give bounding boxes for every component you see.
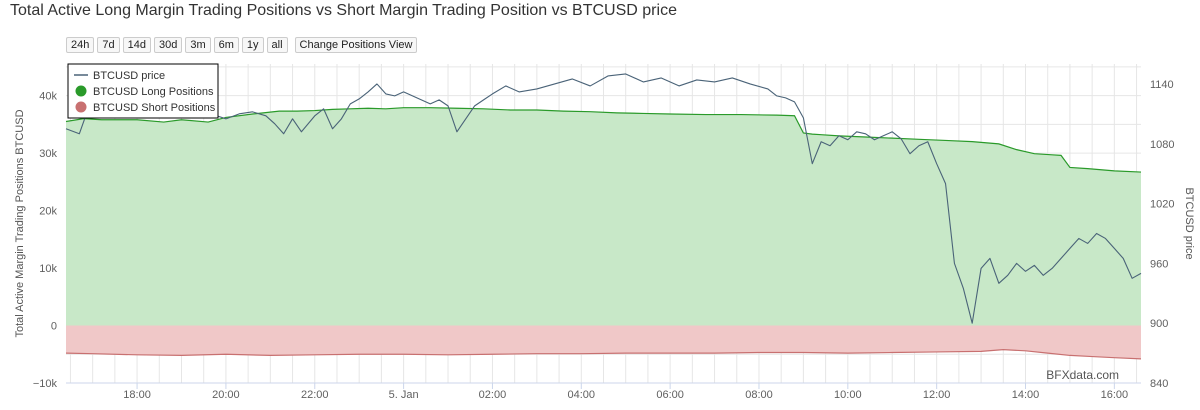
range-button-30d[interactable]: 30d: [153, 37, 183, 53]
y-right-axis-title: BTCUSD price: [1183, 187, 1195, 259]
legend-label: BTCUSD Short Positions: [93, 102, 216, 114]
axis-layer: 18:00 20:00 22:00 5. Jan 02:00 04:00 06:00 08:0…: [14, 79, 1195, 401]
x-tick-label: 06:00: [656, 389, 684, 401]
x-tick-label: 5. Jan: [389, 389, 419, 401]
x-tick-label: 12:00: [923, 389, 951, 401]
y-left-tick-label: −10k: [33, 378, 58, 390]
range-button-3m[interactable]: 3m: [185, 37, 211, 53]
series-layer: [65, 73, 1142, 360]
range-button-7d[interactable]: 7d: [97, 37, 120, 53]
legend[interactable]: BTCUSD price BTCUSD Long Positions BTCUSD …: [67, 63, 219, 119]
y-left-tick-label: 20k: [39, 206, 57, 218]
short-positions-line: [65, 349, 1142, 360]
x-tick-label: 10:00: [834, 389, 862, 401]
range-button-24h[interactable]: 24h: [66, 37, 95, 53]
legend-symbol-dot: [75, 85, 87, 97]
range-button-14d[interactable]: 14d: [122, 37, 151, 53]
y-right-tick-label: 1080: [1150, 139, 1174, 151]
y-left-tick-label: 10k: [39, 263, 57, 275]
x-tick-label: 22:00: [301, 389, 329, 401]
credit-text[interactable]: BFXdata.com: [1046, 368, 1119, 382]
x-tick-label: 16:00: [1101, 389, 1129, 401]
range-button-all[interactable]: all: [266, 37, 288, 53]
legend-item-btcusd-price[interactable]: BTCUSD price: [74, 70, 165, 82]
x-tick-label: 04:00: [568, 389, 596, 401]
x-tick-label: 20:00: [212, 389, 240, 401]
short-positions-area: [66, 325, 1141, 359]
x-tick-label: 18:00: [123, 389, 151, 401]
y-right-tick-label: 900: [1150, 318, 1168, 330]
y-left-axis-title: Total Active Margin Trading Positions BT…: [14, 109, 26, 337]
change-positions-view-button[interactable]: Change Positions View: [294, 37, 418, 53]
legend-item-short-positions[interactable]: BTCUSD Short Positions: [75, 101, 216, 115]
range-button-6m[interactable]: 6m: [213, 37, 239, 53]
legend-symbol-dot: [75, 101, 87, 113]
y-right-tick-label: 1020: [1150, 199, 1174, 211]
y-right-tick-label: 840: [1150, 378, 1168, 390]
range-button-1y[interactable]: 1y: [241, 37, 264, 53]
legend-label: BTCUSD Long Positions: [93, 86, 214, 98]
y-right-tick-label: 1140: [1150, 79, 1174, 91]
x-tick-label: 02:00: [479, 389, 507, 401]
x-tick-label: 08:00: [745, 389, 773, 401]
range-selector: 24h 7d 14d 30d 3m 6m 1y all Change Posit…: [66, 37, 418, 53]
legend-label: BTCUSD price: [93, 70, 165, 82]
legend-box: [67, 63, 219, 119]
y-left-tick-label: 40k: [39, 91, 57, 103]
long-positions-line: [65, 107, 1142, 173]
y-left-tick-label: 0: [51, 321, 57, 333]
y-right-tick-label: 960: [1150, 258, 1168, 270]
y-left-tick-label: 30k: [39, 148, 57, 160]
legend-item-long-positions[interactable]: BTCUSD Long Positions: [75, 85, 214, 99]
x-tick-label: 14:00: [1012, 389, 1040, 401]
chart-title: Total Active Long Margin Trading Positio…: [10, 2, 677, 19]
long-positions-area: [66, 107, 1141, 326]
btcusd-price-line: [65, 73, 1142, 324]
